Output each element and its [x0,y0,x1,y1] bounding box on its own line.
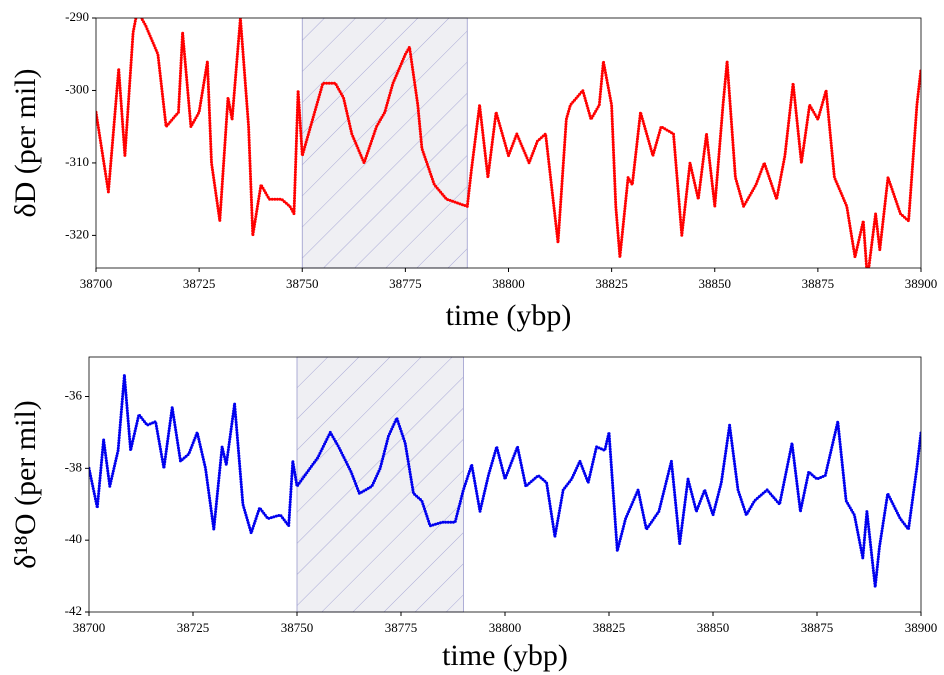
x-tick-label: 38700 [73,620,106,635]
data-line [89,374,921,588]
x-axis-label: time (ybp) [446,299,572,332]
y-tick-label: -290 [65,9,89,24]
x-tick-label: 38850 [697,620,730,635]
y-tick-label: -40 [65,531,82,546]
x-tick-label: 38875 [801,620,834,635]
y-tick-label: -42 [65,603,82,618]
x-tick-label: 38875 [802,276,835,291]
shaded-span [301,17,468,269]
x-tick-label: 38775 [389,276,422,291]
y-axis-label: δD (per mil) [9,68,42,217]
y-tick-label: -320 [65,226,89,241]
y-tick-label: -300 [65,81,89,96]
x-tick-label: 38900 [905,276,938,291]
x-tick-label: 38750 [286,276,319,291]
x-tick-label: 38800 [492,276,525,291]
x-tick-label: 38850 [699,276,732,291]
x-axis-label: time (ybp) [442,639,568,672]
x-tick-label: 38825 [595,276,628,291]
x-tick-label: 38825 [593,620,626,635]
shaded-span [296,356,464,613]
x-tick-label: 38700 [80,276,113,291]
x-tick-label: 38775 [385,620,418,635]
plot-frame [95,17,922,269]
x-tick-label: 38900 [905,620,938,635]
data-line [96,18,921,268]
y-axis-label: δ¹⁸O (per mil) [9,400,42,569]
y-tick-label: -38 [65,459,82,474]
x-tick-label: 38800 [489,620,522,635]
y-tick-label: -36 [65,387,83,402]
y-tick-label: -310 [65,154,89,169]
x-tick-label: 38725 [183,276,216,291]
x-tick-label: 38750 [281,620,314,635]
x-tick-label: 38725 [177,620,210,635]
